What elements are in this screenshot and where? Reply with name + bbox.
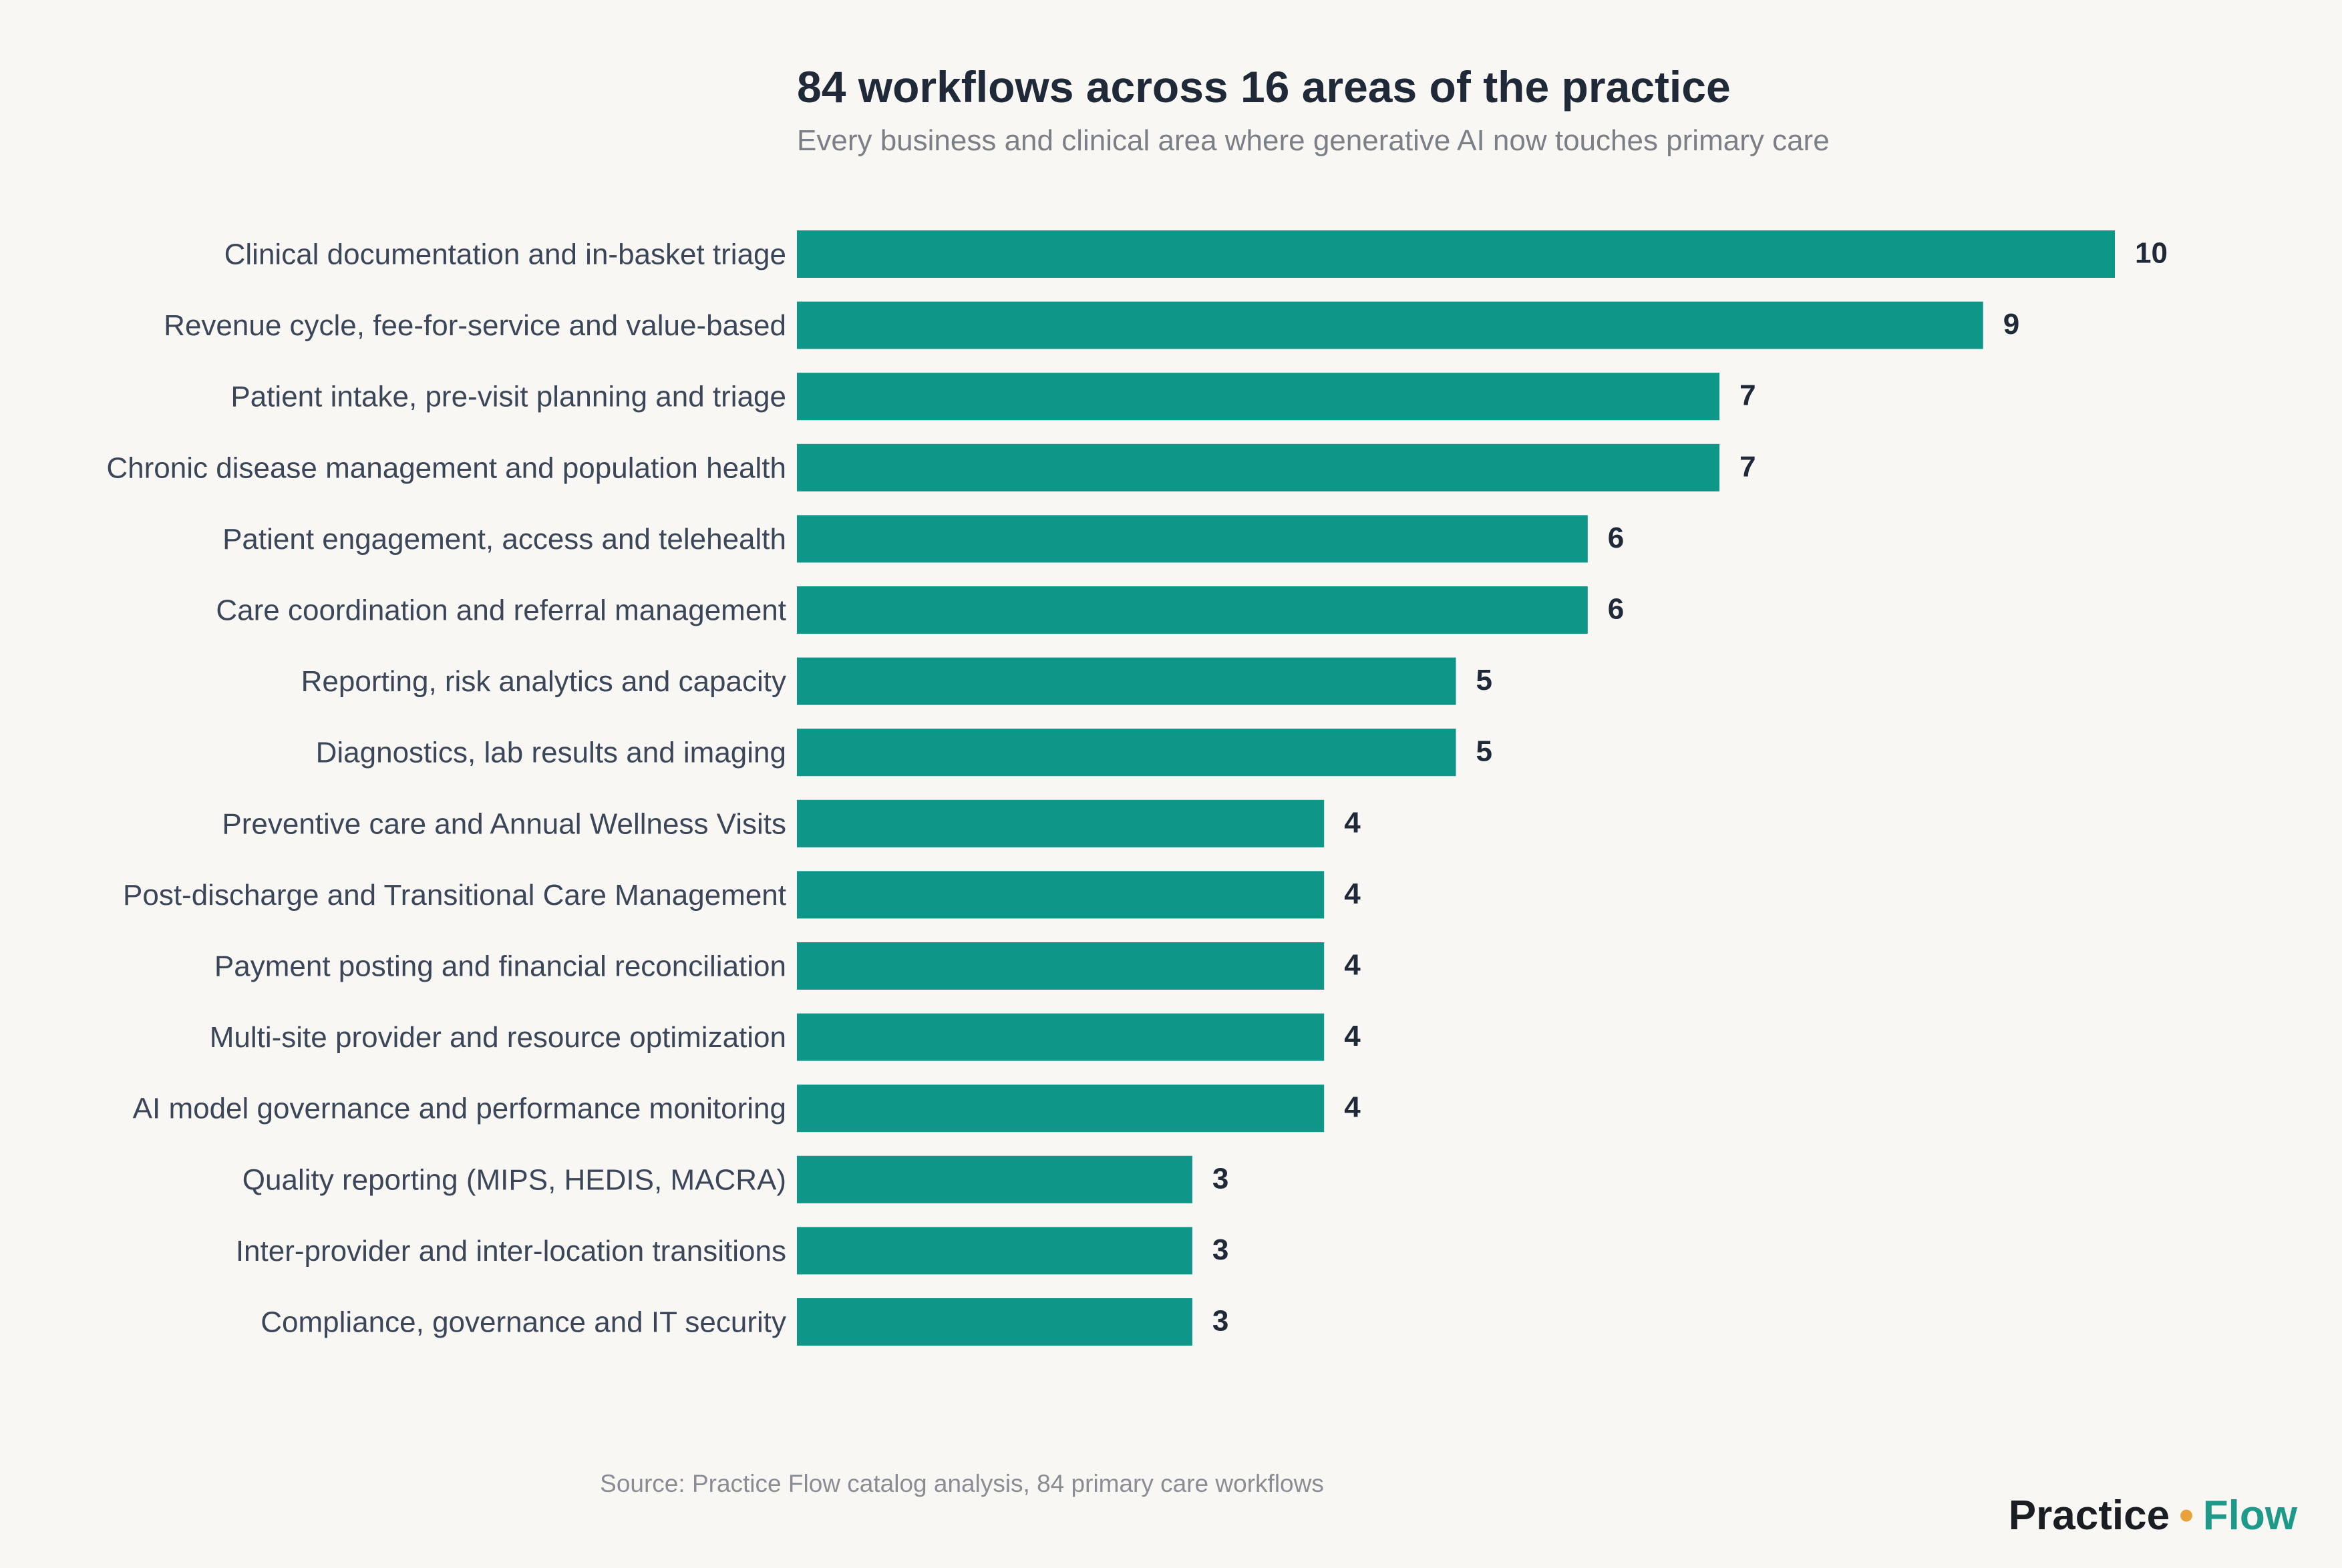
bar	[797, 1085, 1325, 1133]
bar	[797, 1013, 1325, 1061]
value-label: 5	[1476, 735, 1492, 768]
bar	[797, 1155, 1192, 1203]
chart-title: 84 workflows across 16 areas of the prac…	[797, 62, 1731, 112]
bar	[797, 871, 1325, 919]
source-note: Source: Practice Flow catalog analysis, …	[600, 1470, 1324, 1497]
bar	[797, 799, 1325, 847]
category-label: Preventive care and Annual Wellness Visi…	[222, 807, 786, 840]
category-label: Post-discharge and Transitional Care Man…	[123, 879, 786, 912]
bar	[797, 373, 1720, 421]
value-label: 7	[1739, 379, 1755, 412]
category-label: AI model governance and performance moni…	[133, 1093, 786, 1125]
value-label: 7	[1739, 450, 1755, 483]
category-label: Patient intake, pre-visit planning and t…	[230, 381, 786, 413]
category-label: Multi-site provider and resource optimiz…	[210, 1021, 786, 1054]
value-label: 4	[1344, 877, 1361, 910]
category-label: Payment posting and financial reconcilia…	[214, 950, 786, 983]
category-label: Clinical documentation and in-basket tri…	[224, 238, 786, 271]
bars-group: Clinical documentation and in-basket tri…	[106, 230, 2168, 1346]
value-label: 6	[1608, 593, 1624, 626]
brand-word-practice: Practice	[2009, 1493, 2170, 1539]
bar	[797, 301, 1983, 349]
brand-logo: Practice • Flow	[2009, 1493, 2298, 1539]
category-label: Compliance, governance and IT security	[261, 1306, 786, 1339]
category-label: Quality reporting (MIPS, HEDIS, MACRA)	[242, 1163, 786, 1196]
value-label: 4	[1344, 1091, 1361, 1124]
value-label: 6	[1608, 522, 1624, 554]
value-label: 10	[2135, 237, 2168, 270]
bar	[797, 657, 1456, 705]
bar	[797, 1298, 1192, 1346]
value-label: 4	[1344, 806, 1361, 839]
bar	[797, 586, 1588, 634]
bar	[797, 942, 1325, 990]
value-label: 4	[1344, 949, 1361, 982]
category-label: Reporting, risk analytics and capacity	[301, 665, 786, 698]
brand-word-flow: Flow	[2203, 1493, 2298, 1539]
bar	[797, 230, 2115, 278]
bar	[797, 443, 1720, 492]
value-label: 9	[2003, 308, 2019, 341]
bar	[797, 515, 1588, 563]
bar	[797, 1227, 1192, 1275]
category-label: Revenue cycle, fee-for-service and value…	[164, 309, 786, 342]
brand-dot: •	[2179, 1493, 2194, 1539]
value-label: 5	[1476, 664, 1492, 697]
value-label: 3	[1212, 1162, 1228, 1195]
bar	[797, 729, 1456, 777]
value-label: 3	[1212, 1233, 1228, 1266]
value-label: 4	[1344, 1020, 1361, 1052]
value-label: 3	[1212, 1305, 1228, 1338]
chart-subtitle: Every business and clinical area where g…	[797, 124, 1830, 157]
category-label: Care coordination and referral managemen…	[216, 594, 786, 627]
category-label: Patient engagement, access and telehealt…	[222, 523, 786, 556]
category-label: Diagnostics, lab results and imaging	[316, 737, 786, 769]
category-label: Inter-provider and inter-location transi…	[236, 1235, 786, 1267]
category-label: Chronic disease management and populatio…	[106, 451, 786, 484]
